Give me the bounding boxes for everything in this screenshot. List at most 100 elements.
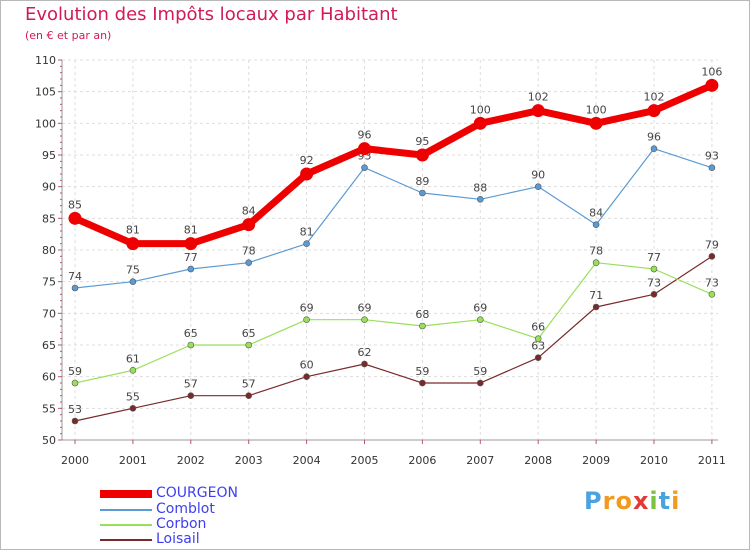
data-label-loisail: 71 xyxy=(589,289,603,302)
data-label-courgeon: 92 xyxy=(300,154,314,167)
x-tick-label: 2006 xyxy=(408,454,436,467)
data-point-comblot xyxy=(650,145,658,152)
data-point-loisail xyxy=(71,417,79,425)
data-label-courgeon: 95 xyxy=(415,135,429,148)
data-point-comblot xyxy=(245,259,252,266)
x-tick-label: 2001 xyxy=(119,454,147,467)
data-label-comblot: 77 xyxy=(184,251,198,264)
data-point-comblot xyxy=(592,221,600,228)
chart-subtitle: (en € et par an) xyxy=(25,29,112,42)
data-label-corbon: 65 xyxy=(242,327,256,340)
x-tick-label: 2008 xyxy=(524,454,552,467)
x-tick-label: 2002 xyxy=(177,454,205,467)
logo-letter: i xyxy=(649,487,659,515)
data-label-comblot: 84 xyxy=(589,207,603,220)
y-tick-label: 90 xyxy=(42,181,56,194)
data-point-loisail xyxy=(245,392,252,399)
x-tick-label: 2011 xyxy=(698,454,726,467)
data-label-loisail: 53 xyxy=(68,403,82,416)
data-point-comblot xyxy=(187,265,195,273)
data-point-comblot xyxy=(708,164,716,171)
data-point-corbon xyxy=(129,367,137,374)
y-tick-label: 80 xyxy=(42,244,56,257)
data-point-courgeon xyxy=(68,211,82,225)
data-point-comblot xyxy=(534,183,542,190)
data-point-courgeon xyxy=(705,78,719,92)
chart-title: Evolution des Impôts locaux par Habitant xyxy=(25,4,398,25)
data-label-loisail: 59 xyxy=(473,365,487,378)
data-label-courgeon: 100 xyxy=(470,103,491,116)
x-tick-label: 2004 xyxy=(293,454,321,467)
logo-letter: i xyxy=(671,487,681,515)
legend-label-courgeon: COURGEON xyxy=(156,485,238,501)
data-label-comblot: 81 xyxy=(300,226,314,239)
data-label-corbon: 77 xyxy=(647,251,661,264)
legend-swatch-loisail xyxy=(100,539,152,541)
data-label-comblot: 89 xyxy=(415,175,429,188)
data-label-corbon: 69 xyxy=(300,302,314,315)
data-point-loisail xyxy=(419,379,426,387)
y-tick-label: 95 xyxy=(42,149,56,162)
data-point-corbon xyxy=(71,379,79,387)
y-tick-label: 65 xyxy=(42,339,56,352)
data-label-loisail: 73 xyxy=(647,276,661,289)
data-point-courgeon xyxy=(300,167,314,181)
data-label-corbon: 66 xyxy=(531,321,545,334)
data-point-comblot xyxy=(476,196,484,203)
x-tick-label: 2007 xyxy=(466,454,494,467)
data-point-comblot xyxy=(361,164,368,171)
proxiti-logo: Proxiti xyxy=(584,487,680,515)
data-label-corbon: 78 xyxy=(589,245,603,258)
data-point-loisail xyxy=(708,253,716,260)
y-tick-label: 50 xyxy=(42,434,56,447)
data-label-comblot: 75 xyxy=(126,264,140,277)
legend-label-corbon: Corbon xyxy=(156,516,207,532)
data-label-courgeon: 102 xyxy=(644,91,665,104)
data-point-corbon xyxy=(592,259,600,266)
data-point-corbon xyxy=(187,341,195,349)
data-label-corbon: 68 xyxy=(415,308,429,321)
data-point-corbon xyxy=(476,316,484,323)
data-point-courgeon xyxy=(184,237,198,251)
legend-item-courgeon: COURGEON xyxy=(100,485,300,502)
logo-letter: t xyxy=(658,487,672,515)
data-point-courgeon xyxy=(647,104,661,118)
y-tick-label: 85 xyxy=(42,212,56,225)
data-point-courgeon xyxy=(358,142,371,156)
data-point-loisail xyxy=(592,303,600,311)
data-point-corbon xyxy=(303,316,310,323)
logo-letter: x xyxy=(632,487,650,515)
y-tick-label: 110 xyxy=(35,54,56,67)
data-point-loisail xyxy=(187,392,195,399)
logo-letter: P xyxy=(584,487,603,515)
data-point-loisail xyxy=(361,360,368,368)
logo-letter: o xyxy=(615,487,633,515)
data-point-courgeon xyxy=(589,116,603,130)
data-point-corbon xyxy=(708,291,716,298)
legend-swatch-comblot xyxy=(100,509,152,511)
data-point-loisail xyxy=(534,354,542,361)
data-label-corbon: 69 xyxy=(473,302,487,315)
data-label-loisail: 57 xyxy=(184,378,198,391)
x-tick-label: 2009 xyxy=(582,454,610,467)
data-label-loisail: 60 xyxy=(300,359,314,372)
logo-letter: r xyxy=(602,487,616,515)
data-label-courgeon: 85 xyxy=(68,198,82,211)
data-label-corbon: 65 xyxy=(184,327,198,340)
legend-item-corbon: Corbon xyxy=(100,516,300,533)
data-point-loisail xyxy=(129,405,137,412)
data-point-courgeon xyxy=(531,104,545,118)
data-point-loisail xyxy=(476,379,484,387)
data-label-courgeon: 84 xyxy=(242,205,256,218)
data-point-corbon xyxy=(534,335,542,342)
series-line-corbon xyxy=(74,262,713,384)
data-label-courgeon: 106 xyxy=(701,65,722,78)
data-point-loisail xyxy=(650,291,658,298)
y-tick-label: 60 xyxy=(42,371,56,384)
data-point-corbon xyxy=(419,322,426,330)
data-point-courgeon xyxy=(242,218,256,232)
data-label-comblot: 88 xyxy=(473,181,487,194)
data-label-loisail: 57 xyxy=(242,378,256,391)
data-label-courgeon: 81 xyxy=(184,224,198,237)
